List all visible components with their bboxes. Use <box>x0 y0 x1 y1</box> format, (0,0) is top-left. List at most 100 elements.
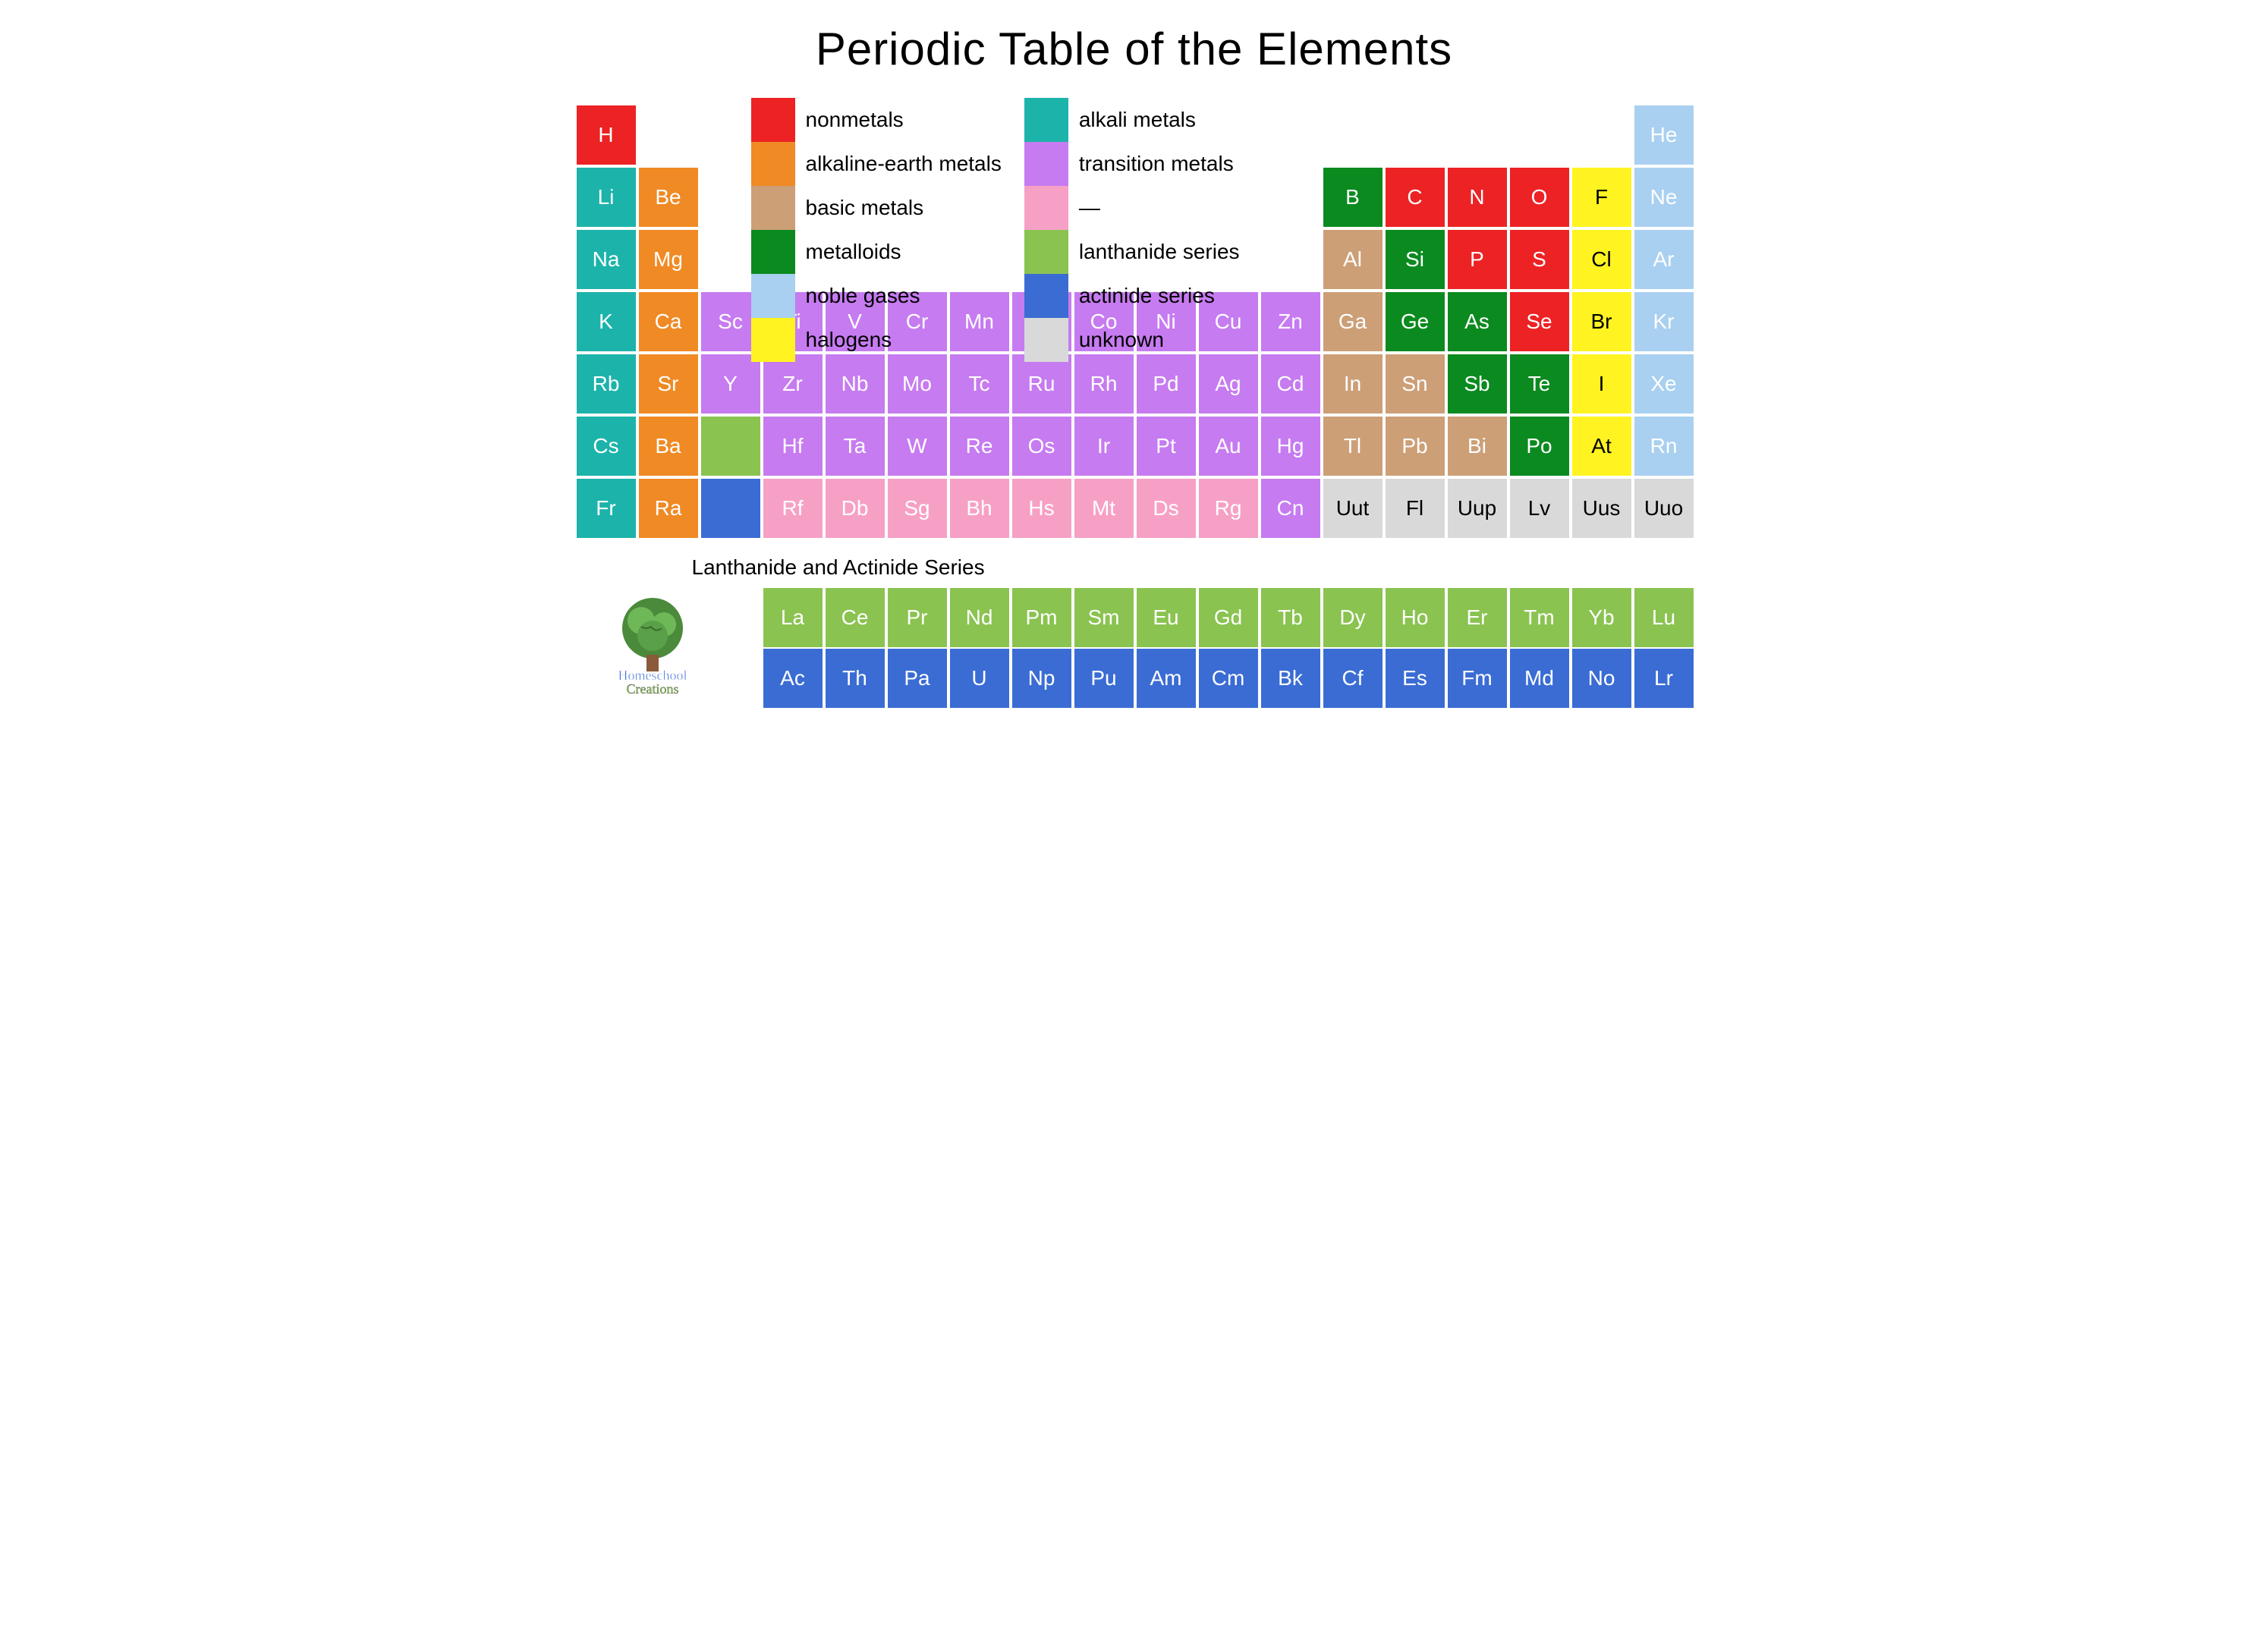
element-cell-Bi: Bi <box>1448 417 1507 476</box>
element-cell-Ho: Ho <box>1386 588 1445 647</box>
element-cell-Sn: Sn <box>1386 354 1445 414</box>
element-cell-W: W <box>888 417 947 476</box>
element-cell-Uuo: Uuo <box>1634 479 1694 538</box>
element-cell-Cf: Cf <box>1323 649 1383 708</box>
element-cell-Mn: Mn <box>950 292 1009 351</box>
element-cell-Rf: Rf <box>763 479 823 538</box>
element-cell-Y: Y <box>701 354 760 414</box>
element-cell-placeholder <box>701 479 760 538</box>
logo: Homeschool Creations <box>599 590 706 700</box>
element-cell-Fm: Fm <box>1448 649 1507 708</box>
element-cell-No: No <box>1572 649 1631 708</box>
element-cell-Rh: Rh <box>1074 354 1134 414</box>
element-cell-Te: Te <box>1510 354 1569 414</box>
element-cell-Cs: Cs <box>577 417 636 476</box>
element-cell-Se: Se <box>1510 292 1569 351</box>
element-cell-Co: Co <box>1074 292 1134 351</box>
element-cell-Fr: Fr <box>577 479 636 538</box>
element-cell-Zn: Zn <box>1261 292 1320 351</box>
element-cell-Cu: Cu <box>1199 292 1258 351</box>
element-cell-Fe: Fe <box>1012 292 1071 351</box>
element-cell-Rb: Rb <box>577 354 636 414</box>
element-cell-Uup: Uup <box>1448 479 1507 538</box>
element-cell-Cr: Cr <box>888 292 947 351</box>
element-cell-Sb: Sb <box>1448 354 1507 414</box>
element-cell-Si: Si <box>1386 230 1445 289</box>
element-cell-Ir: Ir <box>1074 417 1134 476</box>
element-cell-Bh: Bh <box>950 479 1009 538</box>
element-cell-Nd: Nd <box>950 588 1009 647</box>
element-cell-F: F <box>1572 168 1631 227</box>
element-cell-Pm: Pm <box>1012 588 1071 647</box>
element-cell-Fl: Fl <box>1386 479 1445 538</box>
element-cell-B: B <box>1323 168 1383 227</box>
element-cell-Al: Al <box>1323 230 1383 289</box>
element-cell-Sm: Sm <box>1074 588 1134 647</box>
element-cell-Es: Es <box>1386 649 1445 708</box>
element-cell-Kr: Kr <box>1634 292 1694 351</box>
element-cell-Pr: Pr <box>888 588 947 647</box>
element-cell-Cl: Cl <box>1572 230 1631 289</box>
element-cell-Md: Md <box>1510 649 1569 708</box>
element-cell-Er: Er <box>1448 588 1507 647</box>
element-cell-Na: Na <box>577 230 636 289</box>
element-cell-Bk: Bk <box>1261 649 1320 708</box>
element-cell-Pt: Pt <box>1137 417 1196 476</box>
element-cell-Tm: Tm <box>1510 588 1569 647</box>
page-title: Periodic Table of the Elements <box>577 23 1692 75</box>
element-cell-Ba: Ba <box>639 417 698 476</box>
periodic-table: nonmetalsalkaline-earth metalsbasic meta… <box>577 105 1692 708</box>
element-cell-Ti: Ti <box>763 292 823 351</box>
element-cell-Au: Au <box>1199 417 1258 476</box>
series-label: Lanthanide and Actinide Series <box>639 549 1631 586</box>
element-cell-Li: Li <box>577 168 636 227</box>
element-cell-O: O <box>1510 168 1569 227</box>
element-cell-Xe: Xe <box>1634 354 1694 414</box>
element-cell-Th: Th <box>826 649 885 708</box>
element-cell-Zr: Zr <box>763 354 823 414</box>
element-cell-Sr: Sr <box>639 354 698 414</box>
element-cell-Rn: Rn <box>1634 417 1694 476</box>
element-cell-Lu: Lu <box>1634 588 1694 647</box>
element-cell-Yb: Yb <box>1572 588 1631 647</box>
element-cell-Tc: Tc <box>950 354 1009 414</box>
element-cell-Ag: Ag <box>1199 354 1258 414</box>
element-cell-Hg: Hg <box>1261 417 1320 476</box>
element-cell-Hf: Hf <box>763 417 823 476</box>
element-cell-La: La <box>763 588 823 647</box>
element-cell-Pa: Pa <box>888 649 947 708</box>
element-cell-Uus: Uus <box>1572 479 1631 538</box>
element-cell-K: K <box>577 292 636 351</box>
element-cell-Rg: Rg <box>1199 479 1258 538</box>
element-cell-N: N <box>1448 168 1507 227</box>
svg-text:Creations: Creations <box>626 681 678 697</box>
element-cell-Ru: Ru <box>1012 354 1071 414</box>
element-cell-Gd: Gd <box>1199 588 1258 647</box>
element-cell-Pd: Pd <box>1137 354 1196 414</box>
element-cell-Sg: Sg <box>888 479 947 538</box>
element-cell-Ga: Ga <box>1323 292 1383 351</box>
element-cell-Br: Br <box>1572 292 1631 351</box>
element-cell-Pb: Pb <box>1386 417 1445 476</box>
element-cell-Ar: Ar <box>1634 230 1694 289</box>
element-cell-Uut: Uut <box>1323 479 1383 538</box>
element-cell-V: V <box>826 292 885 351</box>
element-cell-Tb: Tb <box>1261 588 1320 647</box>
element-cell-Mt: Mt <box>1074 479 1134 538</box>
element-cell-Mg: Mg <box>639 230 698 289</box>
element-cell-Dy: Dy <box>1323 588 1383 647</box>
element-cell-Ds: Ds <box>1137 479 1196 538</box>
element-cell-Lv: Lv <box>1510 479 1569 538</box>
element-cell-Po: Po <box>1510 417 1569 476</box>
svg-text:Homeschool: Homeschool <box>618 668 687 683</box>
element-cell-Ne: Ne <box>1634 168 1694 227</box>
element-cell-Be: Be <box>639 168 698 227</box>
element-cell-H: H <box>577 105 636 165</box>
element-cell-Ra: Ra <box>639 479 698 538</box>
element-cell-Lr: Lr <box>1634 649 1694 708</box>
element-cell-At: At <box>1572 417 1631 476</box>
element-cell-C: C <box>1386 168 1445 227</box>
element-cell-Os: Os <box>1012 417 1071 476</box>
element-cell-Ge: Ge <box>1386 292 1445 351</box>
element-cell-Eu: Eu <box>1137 588 1196 647</box>
